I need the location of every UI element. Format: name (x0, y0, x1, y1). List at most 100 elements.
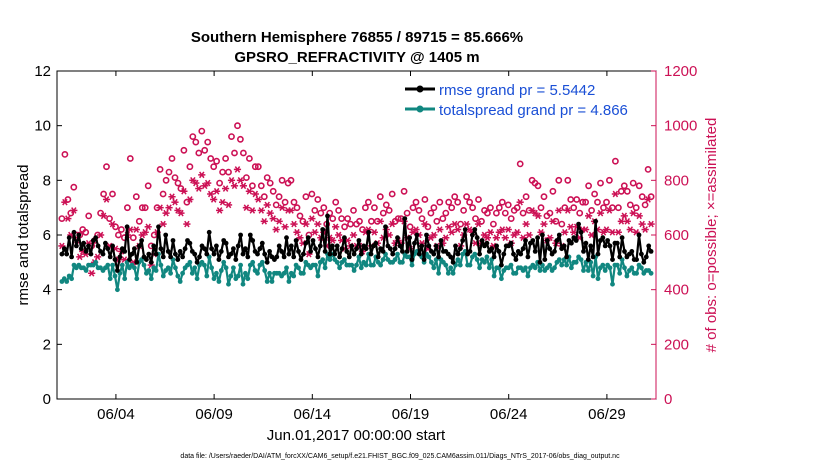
rmse-point (400, 249, 405, 254)
rmse-point (197, 254, 202, 260)
rmse-point (66, 235, 72, 241)
rmse-point (354, 246, 359, 252)
totalspread-point (573, 259, 579, 265)
possible-obs-point (236, 135, 244, 143)
totalspread-point (259, 259, 265, 265)
assimilated-obs-stroke (443, 234, 449, 242)
rmse-point (301, 251, 306, 257)
assimilated-obs-stroke (261, 218, 268, 225)
assimilated-obs-stroke (279, 204, 285, 211)
rmse-point (368, 251, 374, 257)
assimilated-obs-stroke (350, 231, 357, 239)
possible-obs-point (135, 217, 143, 225)
totalspread-point (484, 254, 490, 260)
assimilated-obs-point (257, 207, 265, 214)
rmse-point (629, 249, 635, 254)
totalspread-point (400, 259, 405, 265)
assimilated-obs-stroke (454, 226, 461, 233)
assimilated-obs-stroke (246, 187, 253, 195)
assimilated-obs-stroke (267, 209, 273, 217)
totalspread-point (537, 268, 543, 273)
assimilated-obs-stroke (243, 204, 250, 211)
rmse-point (530, 238, 536, 243)
possible-obs-point (278, 176, 286, 184)
assimilated-obs-point (641, 226, 649, 233)
assimilated-obs-stroke (502, 234, 509, 242)
rmse-point (397, 243, 403, 249)
x-tick-label: 06/04 (97, 406, 135, 423)
assimilated-obs-point (156, 204, 164, 211)
rmse-point (380, 249, 386, 254)
assimilated-obs-stroke (234, 166, 241, 173)
totalspread-point (267, 270, 272, 276)
possible-obs-point (266, 179, 274, 187)
totalspread-point (240, 281, 246, 287)
rmse-point (431, 251, 437, 257)
totalspread-point (639, 265, 644, 271)
possible-obs-point (382, 201, 390, 209)
assimilated-obs-point (177, 209, 185, 217)
possible-obs-point (549, 187, 557, 195)
assimilated-obs-point (141, 228, 149, 236)
totalspread-point (648, 270, 654, 276)
rmse-point (202, 246, 207, 252)
assimilated-obs-point (445, 223, 453, 231)
assimilated-obs-stroke (187, 196, 193, 203)
possible-obs-point (168, 155, 176, 162)
rmse-point (477, 251, 482, 257)
rmse-point (95, 243, 101, 249)
assimilated-obs-stroke (181, 187, 187, 195)
totalspread-point (93, 259, 99, 265)
y-left-tick-label: 6 (43, 227, 51, 244)
possible-obs-point (100, 190, 107, 198)
rmse-point (262, 251, 268, 257)
rmse-point (165, 249, 171, 254)
rmse-point (305, 235, 311, 241)
rmse-point (373, 240, 379, 246)
rmse-point (390, 251, 396, 257)
rmse-point (436, 254, 441, 260)
assimilated-obs-point (349, 231, 358, 239)
possible-obs-point (210, 163, 218, 171)
rmse-point (501, 251, 507, 257)
rmse-point (192, 251, 198, 257)
possible-obs-point (436, 198, 444, 206)
rmse-point (648, 249, 654, 254)
possible-obs-point (106, 215, 113, 222)
totalspread-point (508, 262, 514, 268)
rmse-point (605, 238, 610, 243)
rmse-point (187, 240, 193, 246)
rmse-point (593, 218, 598, 224)
rmse-point (274, 254, 280, 260)
possible-obs-point (290, 198, 298, 206)
totalspread-point (556, 257, 562, 262)
assimilated-obs-stroke (493, 234, 500, 242)
totalspread-point (64, 279, 70, 284)
assimilated-obs-stroke (190, 177, 196, 184)
y-right-tick-label: 0 (664, 391, 672, 408)
assimilated-obs-stroke (466, 226, 473, 233)
possible-obs-point (138, 204, 146, 212)
rmse-point (339, 246, 345, 252)
possible-obs-point (311, 206, 319, 214)
totalspread-point (69, 276, 74, 282)
possible-obs-point (344, 215, 351, 222)
assimilated-obs-stroke (65, 215, 71, 222)
assimilated-obs-stroke (532, 209, 538, 217)
totalspread-point (218, 268, 224, 273)
totalspread-point (192, 265, 198, 271)
rmse-point (407, 235, 412, 241)
assimilated-obs-stroke (225, 201, 232, 209)
y-right-tick-label: 200 (664, 336, 689, 353)
assimilated-obs-stroke (252, 190, 259, 198)
totalspread-point (564, 262, 569, 268)
possible-obs-point (415, 206, 423, 214)
rmse-point (511, 251, 516, 257)
possible-obs-point (156, 165, 164, 173)
assimilated-obs-stroke (514, 228, 520, 236)
assimilated-obs-point (564, 207, 572, 214)
assimilated-obs-point (218, 198, 227, 206)
rmse-point (284, 235, 289, 241)
assimilated-obs-point (76, 253, 84, 261)
assimilated-obs-point (448, 228, 456, 236)
